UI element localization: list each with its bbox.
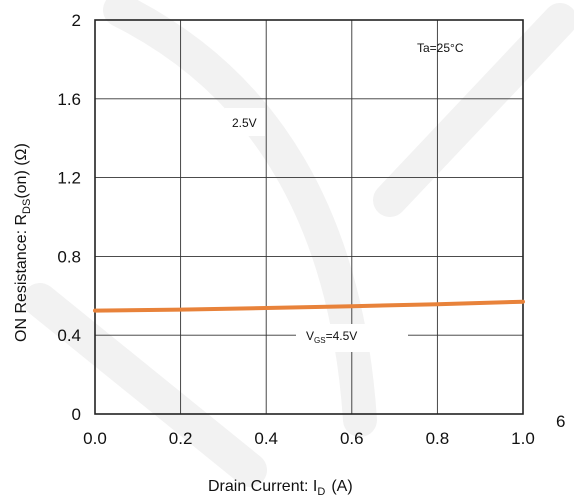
- vgs-label-backing: [296, 324, 408, 352]
- x-axis-title: Drain Current: ID (A): [208, 478, 353, 498]
- y-tick-label: 2: [72, 11, 81, 30]
- series-label-vgs: VGS=4.5V: [306, 329, 357, 345]
- x-axis-title-unit: (A): [331, 478, 352, 495]
- plot-frame: [94, 19, 524, 415]
- series-label-v: V: [306, 329, 314, 343]
- x-tick-label: 0.2: [169, 429, 193, 448]
- label-2-5v-backing: [225, 108, 265, 136]
- x-tick-label: 0.4: [254, 429, 278, 448]
- series-label-gs-sub: GS: [314, 336, 326, 345]
- temperature-annotation: Ta=25°C: [417, 41, 464, 55]
- y-tick-label: 1.6: [57, 90, 81, 109]
- y-tick-label: 1.2: [57, 169, 81, 188]
- x-tick-label: 0.6: [340, 429, 364, 448]
- watermark-strokes: [23, 0, 574, 487]
- y-tick-label: 0.8: [57, 247, 81, 266]
- y-tick-label: 0.4: [57, 326, 81, 345]
- series-label-value: =4.5V: [326, 329, 358, 343]
- y-axis-title-sub: DS: [21, 199, 33, 214]
- curve-label-2-5v: 2.5V: [232, 116, 257, 130]
- y-axis-title: ON Resistance: RDS(on) (Ω): [13, 143, 33, 342]
- y-axis-title-unit: (on) (Ω): [13, 143, 30, 199]
- series-line-vgs-4-5v: [93, 299, 525, 313]
- y-tick-labels: 0 0.4 0.8 1.2 1.6 2: [57, 11, 81, 424]
- x-tick-labels: 0.0 0.2 0.4 0.6 0.8 1.0: [83, 429, 535, 448]
- x-tick-label: 0.8: [426, 429, 450, 448]
- y-tick-label: 0: [72, 405, 81, 424]
- page-mark: 6: [556, 412, 565, 431]
- x-tick-label: 0.0: [83, 429, 107, 448]
- x-tick-label: 1.0: [511, 429, 535, 448]
- y-axis-title-main: ON Resistance: R: [13, 214, 30, 342]
- x-axis-title-sub: D: [317, 486, 325, 498]
- x-axis-title-main: Drain Current: I: [208, 478, 317, 495]
